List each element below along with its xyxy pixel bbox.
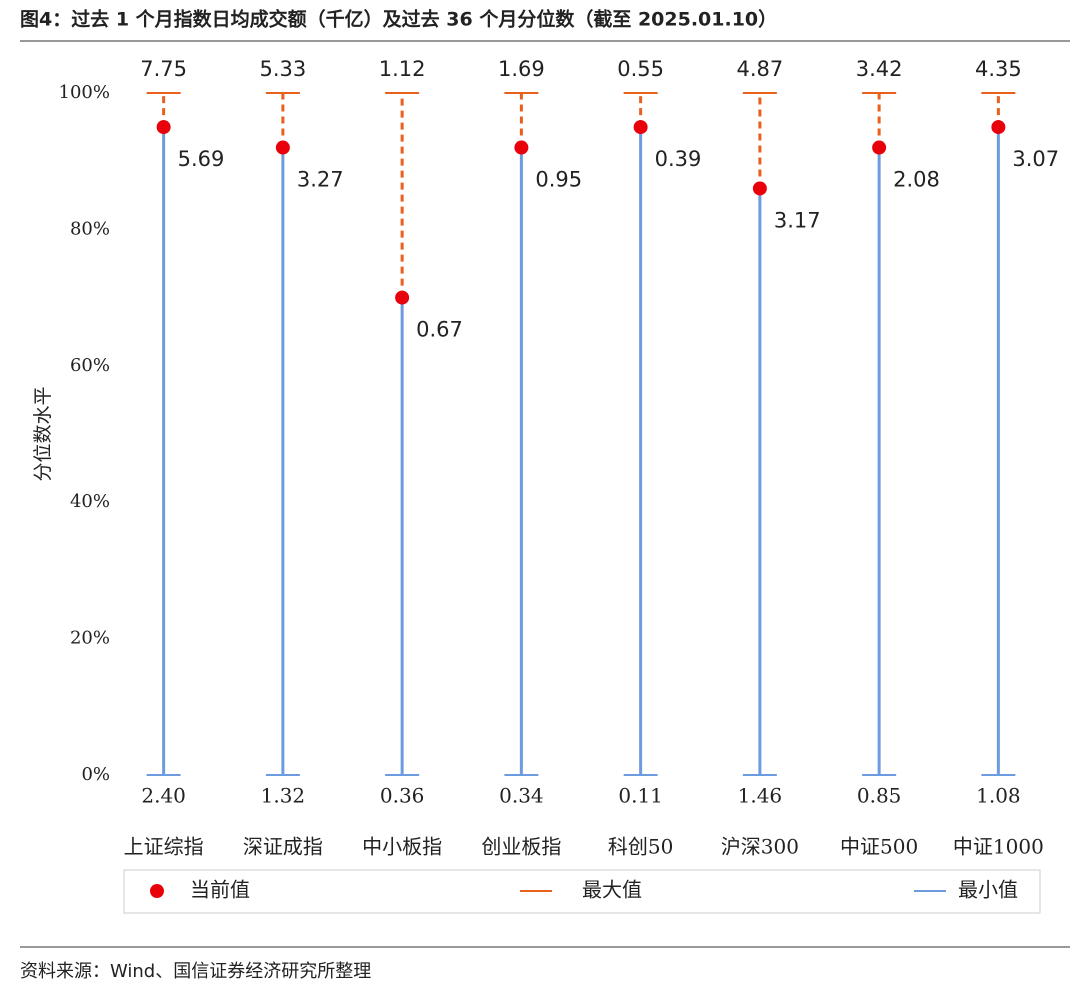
y-tick-label: 20% (70, 628, 110, 649)
current-dot (872, 140, 887, 155)
legend-box (123, 869, 1041, 914)
chart-title: 图4：过去 1 个月指数日均成交额（千亿）及过去 36 个月分位数（截至 202… (20, 8, 777, 31)
legend-label: 最大值 (582, 878, 642, 902)
min-label: 0.85 (857, 784, 902, 808)
min-label: 0.36 (380, 784, 425, 808)
current-label: 3.27 (297, 168, 344, 192)
max-label: 4.35 (975, 57, 1022, 81)
current-label: 3.17 (774, 208, 821, 232)
max-label: 0.55 (617, 57, 664, 81)
y-tick-label: 80% (70, 218, 110, 239)
min-label: 0.11 (618, 784, 663, 808)
x-tick-label: 中小板指 (362, 835, 442, 859)
x-tick-label: 科创50 (608, 835, 673, 859)
x-tick-label: 中证500 (840, 835, 918, 859)
legend-marker (150, 884, 164, 898)
current-dot (991, 120, 1006, 135)
source: 资料来源：Wind、国信证券经济研究所整理 (20, 961, 371, 982)
current-label: 0.39 (655, 147, 702, 171)
min-label: 0.34 (499, 784, 544, 808)
current-label: 0.67 (416, 318, 463, 342)
max-label: 4.87 (736, 57, 783, 81)
max-label: 3.42 (856, 57, 903, 81)
min-label: 1.46 (738, 784, 783, 808)
x-tick-label: 深证成指 (243, 835, 323, 859)
current-label: 5.69 (178, 147, 225, 171)
y-tick-label: 0% (81, 764, 110, 785)
current-dot (156, 120, 171, 135)
current-dot (514, 140, 529, 155)
max-label: 5.33 (259, 57, 306, 81)
max-label: 7.75 (140, 57, 187, 81)
x-tick-label: 上证综指 (124, 835, 204, 859)
y-tick-label: 100% (59, 82, 110, 103)
x-tick-label: 沪深300 (721, 835, 799, 859)
legend-label: 最小值 (958, 878, 1018, 902)
current-label: 0.95 (535, 168, 582, 192)
current-label: 3.07 (1012, 147, 1059, 171)
y-axis-label: 分位数水平 (32, 386, 54, 481)
y-tick-label: 60% (70, 355, 110, 376)
y-tick-label: 40% (70, 491, 110, 512)
current-dot (752, 181, 767, 196)
min-label: 1.08 (976, 784, 1021, 808)
current-dot (395, 290, 410, 305)
max-label: 1.12 (379, 57, 426, 81)
current-dot (275, 140, 290, 155)
legend-label: 当前值 (190, 878, 250, 902)
current-label: 2.08 (893, 168, 940, 192)
current-dot (633, 120, 648, 135)
min-label: 2.40 (141, 784, 186, 808)
max-label: 1.69 (498, 57, 545, 81)
min-label: 1.32 (261, 784, 306, 808)
x-tick-label: 创业板指 (481, 835, 561, 859)
x-tick-label: 中证1000 (953, 835, 1044, 859)
